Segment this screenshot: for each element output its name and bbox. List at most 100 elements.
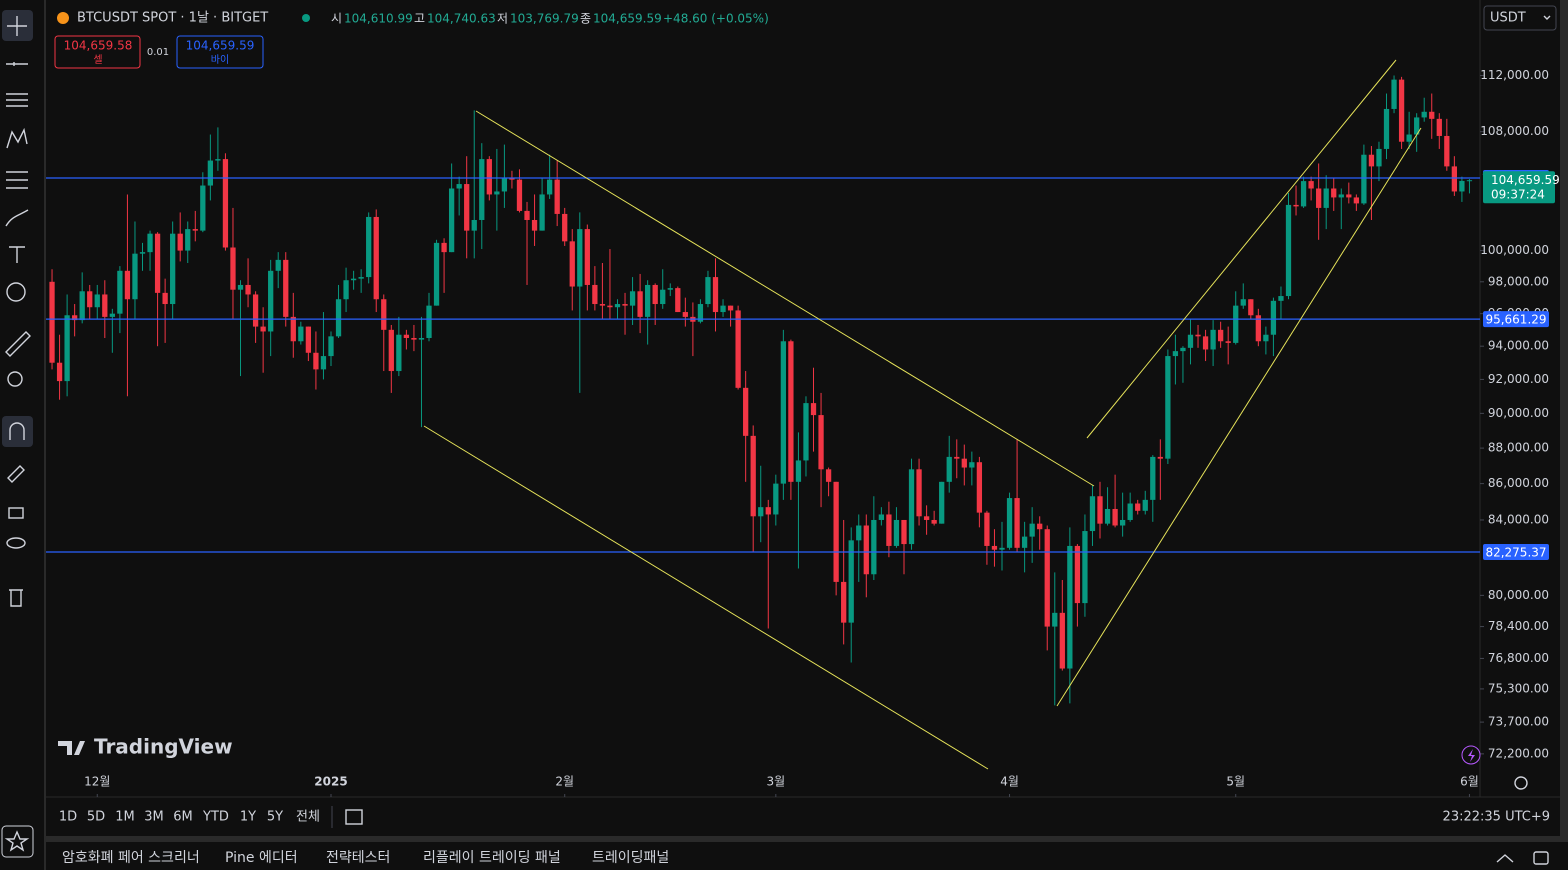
candle-body — [1429, 111, 1435, 119]
y-tick-label: 73,700.00 — [1488, 715, 1549, 729]
candle-body — [1044, 529, 1050, 627]
candle-body — [237, 284, 244, 290]
candle-body — [569, 241, 575, 287]
candle-body — [275, 259, 281, 271]
candle-body — [554, 179, 560, 214]
favorite-box[interactable] — [1, 825, 34, 858]
ohlc-value: 104,740.63 — [427, 12, 496, 26]
panel-tab[interactable]: 리플레이 트레이딩 패널 — [423, 850, 561, 866]
lock-draw-icon[interactable] — [7, 465, 25, 483]
candle-body — [705, 277, 711, 305]
range-button[interactable]: 1Y — [240, 810, 256, 825]
x-tick-label: 2월 — [555, 775, 574, 789]
maximize-icon[interactable] — [1533, 851, 1549, 865]
pattern-icon[interactable] — [6, 127, 28, 149]
range-button[interactable]: 5D — [87, 810, 105, 825]
zoom-icon[interactable] — [7, 371, 23, 387]
projection-icon[interactable] — [6, 171, 28, 189]
sell-button[interactable] — [54, 35, 141, 69]
panel-tab[interactable]: 트레이딩패널 — [592, 850, 669, 866]
symbol-title[interactable]: BTCUSDT SPOT · 1날 · BITGET — [77, 11, 268, 26]
candle-body — [848, 540, 854, 623]
line-icon[interactable] — [6, 62, 28, 66]
candle-body — [984, 512, 990, 546]
range-button[interactable]: 3M — [144, 810, 164, 825]
candle-body — [1225, 341, 1231, 343]
candle-body — [396, 334, 402, 372]
panel-tab[interactable]: 암호화폐 페어 스크리너 — [62, 850, 200, 866]
currency[interactable]: USDT — [1490, 11, 1526, 26]
candle-body — [1165, 356, 1171, 459]
brush-icon[interactable] — [5, 209, 29, 227]
y-tick-label: 112,000.00 — [1480, 68, 1549, 82]
candle-body — [1444, 135, 1450, 167]
candle-body — [1361, 154, 1367, 204]
text-icon[interactable] — [9, 246, 25, 263]
buy-button[interactable] — [176, 35, 264, 69]
range-button[interactable]: 전체 — [296, 810, 320, 825]
panel-tab[interactable]: Pine 에디터 — [225, 850, 298, 866]
trend-line — [423, 425, 989, 770]
sell-label[interactable]: 셀 — [93, 54, 102, 66]
price-line-tag — [1483, 544, 1549, 561]
candle-body — [765, 507, 771, 515]
alert-icon[interactable] — [1461, 745, 1481, 765]
x-tick-label: 2025 — [314, 775, 347, 789]
candle-body — [976, 462, 983, 513]
candle-body — [1436, 118, 1442, 136]
candle-body — [1052, 612, 1058, 627]
ohlc-key: 저 — [497, 12, 508, 26]
range-button[interactable]: 1D — [59, 810, 77, 825]
candle-body — [1391, 79, 1397, 109]
candle-body — [1082, 531, 1088, 604]
candle-body — [720, 305, 726, 313]
buy-price[interactable]: 104,659.59 — [186, 39, 255, 53]
candle-body — [471, 219, 477, 231]
star-icon[interactable] — [4, 830, 30, 852]
crosshair-icon[interactable] — [7, 16, 27, 36]
candle-body — [954, 456, 960, 459]
magnet-active[interactable] — [2, 416, 33, 447]
candle-body — [230, 247, 236, 290]
plot — [46, 75, 1480, 706]
candle-body — [577, 229, 583, 287]
candle-body — [697, 304, 704, 322]
candle-body — [1263, 334, 1269, 342]
settings-icon[interactable] — [1514, 776, 1528, 790]
buy-label[interactable]: 바이 — [211, 54, 229, 66]
toolbar-icons[interactable] — [1, 10, 34, 858]
candle-body — [886, 514, 892, 546]
candle-body — [381, 299, 387, 330]
x-tick-label: 3월 — [766, 775, 785, 789]
y-tick-label: 92,000.00 — [1488, 372, 1549, 386]
candle-body — [1021, 536, 1028, 548]
currency-select[interactable] — [1483, 5, 1557, 31]
x-tick-label: 5월 — [1226, 775, 1245, 789]
candle-body — [893, 519, 900, 546]
y-tick-label: 100,000.00 — [1480, 243, 1549, 257]
ruler-icon[interactable] — [5, 331, 31, 357]
range-button[interactable]: 6M — [173, 810, 193, 825]
candle-body — [147, 233, 153, 253]
sell-price[interactable]: 104,659.58 — [64, 39, 133, 53]
trash-icon[interactable] — [9, 589, 23, 607]
candle-body — [727, 305, 734, 311]
emoji-icon[interactable] — [6, 282, 26, 302]
eye-icon[interactable] — [6, 537, 26, 549]
candle-body — [305, 326, 312, 353]
lock-icon[interactable] — [8, 507, 24, 519]
candle-body — [509, 178, 515, 180]
collapse-icon[interactable] — [1496, 854, 1514, 863]
candle-body — [599, 304, 606, 306]
magnet-icon[interactable] — [9, 422, 25, 440]
calendar-icon[interactable] — [345, 809, 363, 825]
candle-body — [366, 216, 372, 278]
fib-icon[interactable] — [6, 93, 28, 107]
dropdown-arrow — [1543, 15, 1551, 20]
range-button[interactable]: 1M — [115, 810, 135, 825]
range-button[interactable]: YTD — [202, 810, 229, 825]
range-button[interactable]: 5Y — [267, 810, 283, 825]
panel-tab[interactable]: 전략테스터 — [326, 850, 390, 866]
candle-body — [1414, 117, 1420, 135]
candle-body — [1270, 300, 1277, 335]
